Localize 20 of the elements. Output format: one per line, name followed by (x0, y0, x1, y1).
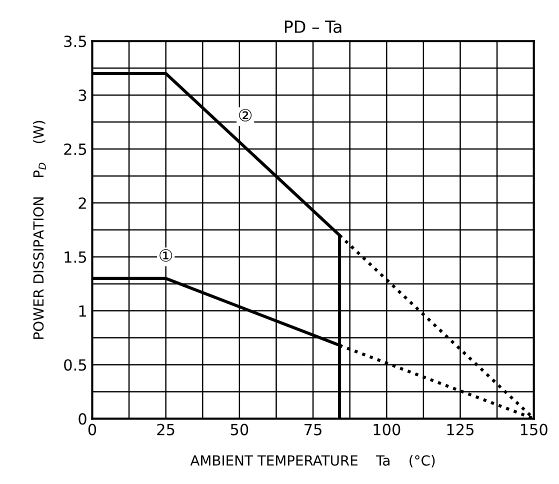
x-tick-label: 150 (520, 424, 548, 436)
x-tick-label: 125 (447, 424, 474, 436)
y-tick-label: 0 (78, 413, 86, 425)
y-tick-label: 0.5 (64, 359, 86, 371)
x-tick-label: 25 (157, 424, 174, 436)
y-tick-label: 2.5 (64, 143, 86, 156)
annotation: ② (239, 108, 252, 122)
x-tick-label: 50 (230, 424, 248, 436)
x-tick-label: 75 (304, 424, 322, 436)
y-tick-label: 3.5 (64, 36, 86, 48)
y-tick-label: 1 (79, 305, 86, 317)
y-tick-label: 3 (78, 90, 86, 102)
x-tick-label: 100 (374, 424, 400, 436)
text: POWER DISSIPATION P$_{D}$ (W) (32, 120, 46, 339)
chart-title: PD – Ta (284, 20, 342, 34)
x-axis-title: AMBIENT TEMPERATURE Ta (°C) (190, 454, 435, 468)
x-tick-label: 0 (88, 424, 96, 436)
y-tick-label: 1.5 (64, 252, 86, 263)
annotation: ① (160, 249, 172, 262)
y-tick-label: 2 (78, 197, 86, 209)
